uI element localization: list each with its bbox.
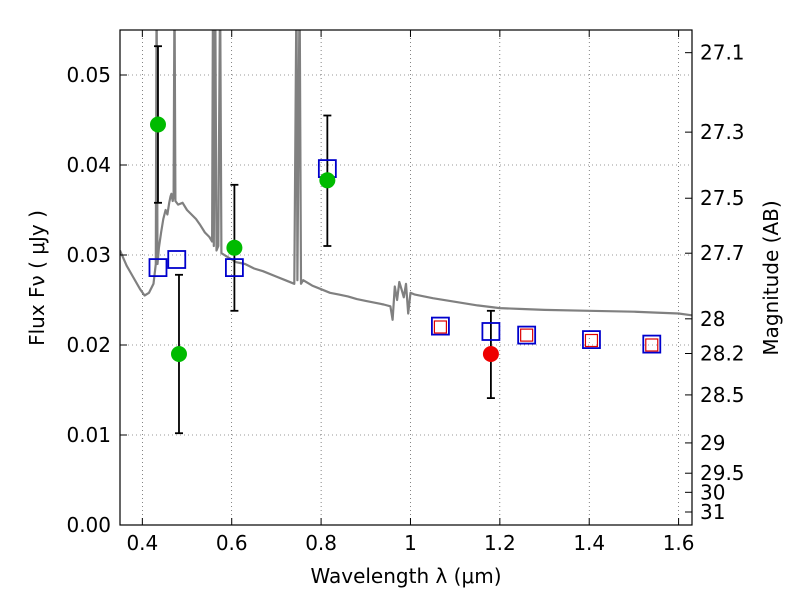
model-photometry-square: [224, 258, 244, 278]
model-photometry-square: [167, 250, 187, 269]
magnitude-tick-label: 27.3: [700, 120, 745, 144]
spectrum-layer: [120, 30, 692, 321]
magnitude-tick-label: 28: [700, 307, 725, 331]
markers-layer: [148, 116, 662, 362]
model-photometry-square: [481, 322, 501, 341]
observed-optical-point: [170, 346, 187, 362]
magnitude-tick-label: 31: [700, 500, 725, 524]
x-axis-ticks: 0.4 0.6 0.8 1 1.2 1.4 1.6: [126, 30, 695, 555]
magnitude-tick-label: 30: [700, 480, 725, 504]
model-photometry-square: [517, 325, 537, 345]
model-photometry-square: [431, 316, 450, 336]
error-bars-layer: [153, 45, 495, 435]
y-tick-label: 0.05: [66, 63, 111, 87]
x-tick-label: 1.2: [484, 531, 516, 555]
nir-model-square: [584, 333, 599, 348]
nir-model-square: [433, 320, 448, 334]
model-photometry-square: [582, 330, 601, 350]
y-tick-label: 0.01: [66, 423, 111, 447]
x-tick-label: 0.4: [126, 531, 158, 555]
plot-area: [120, 30, 692, 435]
spectrum-line: [120, 30, 692, 321]
nir-model-square: [520, 328, 534, 342]
y-tick-label: 0.02: [66, 333, 111, 357]
nir-model-square: [645, 338, 659, 352]
y-axis-ticks: 0.00 0.01 0.02 0.03 0.04 0.05: [66, 63, 127, 537]
magnitude-tick-label: 28.5: [700, 383, 745, 407]
magnitude-tick-label: 29.5: [700, 461, 745, 485]
y-tick-label: 0.04: [66, 153, 111, 177]
magnitude-tick-label: 28.2: [700, 342, 745, 366]
observed-nir-point: [482, 346, 499, 362]
model-photometry-square: [642, 334, 662, 354]
grid-lines: [120, 30, 692, 526]
x-tick-label: 1: [404, 531, 417, 555]
y-tick-label: 0.00: [66, 513, 111, 537]
y-tick-label: 0.03: [66, 243, 111, 267]
magnitude-tick-label: 27.7: [700, 241, 745, 265]
plot-frame: [119, 29, 693, 526]
x-tick-label: 1.6: [663, 531, 695, 555]
model-photometry-square: [148, 258, 168, 278]
observed-optical-point: [226, 239, 243, 256]
magnitude-tick-label: 27.5: [700, 186, 745, 210]
x-tick-label: 0.8: [305, 531, 337, 555]
observed-optical-point: [149, 116, 166, 133]
magnitude-tick-label: 29: [700, 431, 725, 455]
x-tick-label: 0.6: [216, 531, 248, 555]
magnitude-tick-label: 27.1: [700, 41, 745, 65]
magnitude-axis-title: Magnitude (AB): [759, 200, 783, 355]
y-axis-title: Flux Fν ( μJy ): [25, 210, 49, 346]
observed-optical-point: [319, 172, 336, 189]
x-tick-label: 1.4: [573, 531, 605, 555]
x-axis-title: Wavelength λ (μm): [310, 564, 501, 588]
